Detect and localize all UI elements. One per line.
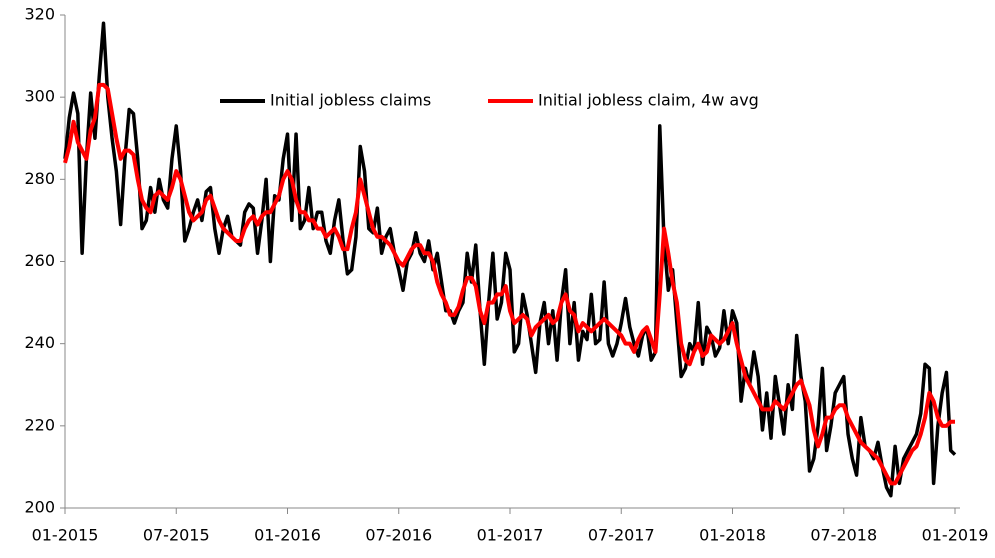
- x-tick-label: 07-2016: [365, 526, 432, 545]
- y-tick-label: 300: [24, 87, 55, 106]
- x-tick-label: 01-2019: [922, 526, 989, 545]
- y-tick-label: 260: [24, 251, 55, 270]
- y-tick-label: 280: [24, 169, 55, 188]
- legend-label: Initial jobless claim, 4w avg: [538, 91, 759, 110]
- y-tick-label: 220: [24, 415, 55, 434]
- y-tick-label: 320: [24, 5, 55, 24]
- x-tick-label: 01-2016: [254, 526, 321, 545]
- series-line: [63, 82, 955, 486]
- series-line: [63, 21, 957, 498]
- y-tick-label: 240: [24, 333, 55, 352]
- y-tick-label: 200: [24, 498, 55, 517]
- x-tick-label: 07-2015: [143, 526, 210, 545]
- x-tick-label: 01-2018: [699, 526, 766, 545]
- x-tick-label: 01-2017: [477, 526, 544, 545]
- x-tick-label: 01-2015: [32, 526, 99, 545]
- x-tick-label: 07-2018: [810, 526, 877, 545]
- legend-label: Initial jobless claims: [270, 91, 431, 110]
- x-tick-label: 07-2017: [588, 526, 655, 545]
